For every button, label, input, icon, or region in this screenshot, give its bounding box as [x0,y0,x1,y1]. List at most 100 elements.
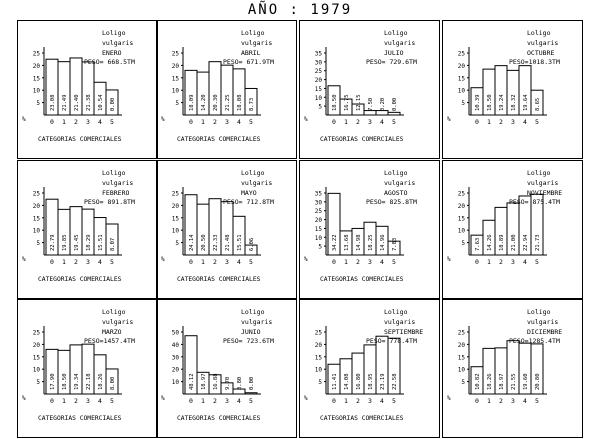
category-tick-label: 1 [62,397,66,405]
bar-value-label: 15.51 [237,234,243,251]
category-tick-label: 0 [50,258,54,266]
bar-value-label: 23.08 [50,94,56,111]
category-tick-label: 3 [368,118,372,126]
bar-value-label: 18.25 [368,234,374,251]
bar-value-label: 48.12 [189,373,195,390]
category-tick-label: 1 [344,258,348,266]
y-axis-unit: % [447,256,451,263]
species-name-label: vulgaris [241,179,272,187]
y-tick-label: 5 [36,100,40,107]
category-tick-label: 1 [344,118,348,126]
chart-panel-marzo: Loligo vulgaris MARZO PESO=1457.4TM 5 10 15 20 2… [17,299,158,438]
y-tick-label: 5 [461,379,465,386]
category-tick-label: 0 [189,118,193,126]
month-label: SEPTIEMBRE [384,328,423,336]
bar [184,335,198,395]
y-axis-unit: % [447,395,451,402]
bar-value-label: 16.88 [213,373,219,390]
bar-value-label: 17.90 [50,373,56,390]
category-tick-label: 0 [475,397,479,405]
weight-label: PESO= 729.6TM [366,58,417,66]
chart-panel-junio: Loligo vulgaris JUNIO PESO= 723.6TM 10 20 30 40… [156,299,297,438]
x-axis-title: CATEGORIAS COMERCIALES [320,136,404,143]
month-label: FEBRERO [102,189,129,197]
y-tick-label: 40 [172,342,180,349]
y-tick-label: 15 [458,354,466,361]
y-tick-label: 5 [461,240,465,247]
weight-label: PESO= 671.9TM [223,58,274,66]
bar-value-label: 10.82 [475,373,481,390]
species-genus-label: Loligo [241,29,265,37]
y-axis-unit: % [22,116,26,123]
bar-value-label: 21.49 [62,94,68,111]
bar [530,343,544,395]
category-tick-label: 2 [74,118,78,126]
y-tick-label: 30 [172,354,180,361]
y-tick-label: 35 [315,51,323,58]
bar-value-label: 16.80 [356,373,362,390]
y-axis-unit: % [161,395,165,402]
bar-value-label: 18.26 [487,373,493,390]
bar-value-label: 14.26 [487,234,493,251]
y-tick-label: 15 [315,226,323,233]
y-tick-label: 25 [33,191,41,198]
y-tick-label: 10 [33,228,41,235]
category-tick-label: 4 [380,118,384,126]
bar-value-label: 8.73 [249,98,255,111]
weight-label: PESO= 668.5TM [84,58,135,66]
category-tick-label: 3 [511,397,515,405]
chart-panel-enero: Loligo vulgaris ENERO PESO= 668.5TM 5 10 15 20 2… [17,20,158,159]
category-tick-label: 2 [213,118,217,126]
bar-value-label: 10.54 [98,94,104,111]
bar [530,89,544,116]
bar [375,225,389,256]
category-tick-label: 3 [225,258,229,266]
category-tick-label: 2 [74,258,78,266]
bar-value-label: 18.50 [62,373,68,390]
category-tick-label: 4 [523,397,527,405]
chart-panel-febrero: Loligo vulgaris FEBRERO PESO= 891.8TM 5 10 15 2… [17,160,158,299]
y-tick-label: 10 [458,228,466,235]
bar-value-label: 21.00 [511,234,517,251]
category-tick-label: 5 [392,397,396,405]
bar [244,87,258,116]
bar-value-label: 34.22 [332,234,338,251]
y-tick-label: 25 [458,330,466,337]
bar [327,192,341,256]
species-genus-label: Loligo [102,308,126,316]
weight-label: PESO=1018.3TM [509,58,560,66]
bar-value-label: 19.24 [499,94,505,111]
y-tick-label: 20 [172,367,180,374]
bar-value-label: 7.83 [392,238,398,251]
bar-value-label: 21.38 [86,94,92,111]
y-tick-label: 15 [172,75,180,82]
category-tick-label: 1 [201,118,205,126]
category-tick-label: 2 [74,397,78,405]
y-tick-label: 10 [172,88,180,95]
bar-value-label: 21.25 [225,94,231,111]
species-name-label: vulgaris [527,318,558,326]
y-tick-label: 5 [461,100,465,107]
category-tick-label: 4 [237,118,241,126]
y-axis-unit: % [304,116,308,123]
category-tick-label: 2 [499,397,503,405]
bar-value-label: 19.34 [74,373,80,390]
chart-panel-noviembre: Loligo vulgaris NOVIEMBRE PESO= 875.4TM 5 10 1… [442,160,583,299]
bar-value-label: 18.89 [499,234,505,251]
category-tick-label: 3 [511,118,515,126]
bar-value-label: 21.73 [535,234,541,251]
category-tick-label: 5 [249,397,253,405]
category-tick-label: 4 [237,258,241,266]
category-tick-label: 5 [249,258,253,266]
month-label: NOVIEMBRE [527,189,562,197]
chart-panel-julio: Loligo vulgaris JULIO PESO= 729.6TM 5 10 15 20 2… [299,20,440,159]
y-tick-label: 25 [315,208,323,215]
category-tick-label: 3 [511,258,515,266]
category-tick-label: 4 [380,397,384,405]
species-name-label: vulgaris [527,179,558,187]
category-tick-label: 5 [392,258,396,266]
bar-chart: LoligovulgarisMARZOPESO=1457.4TM51015202… [22,308,135,422]
bar-value-label: 14.20 [201,94,207,111]
